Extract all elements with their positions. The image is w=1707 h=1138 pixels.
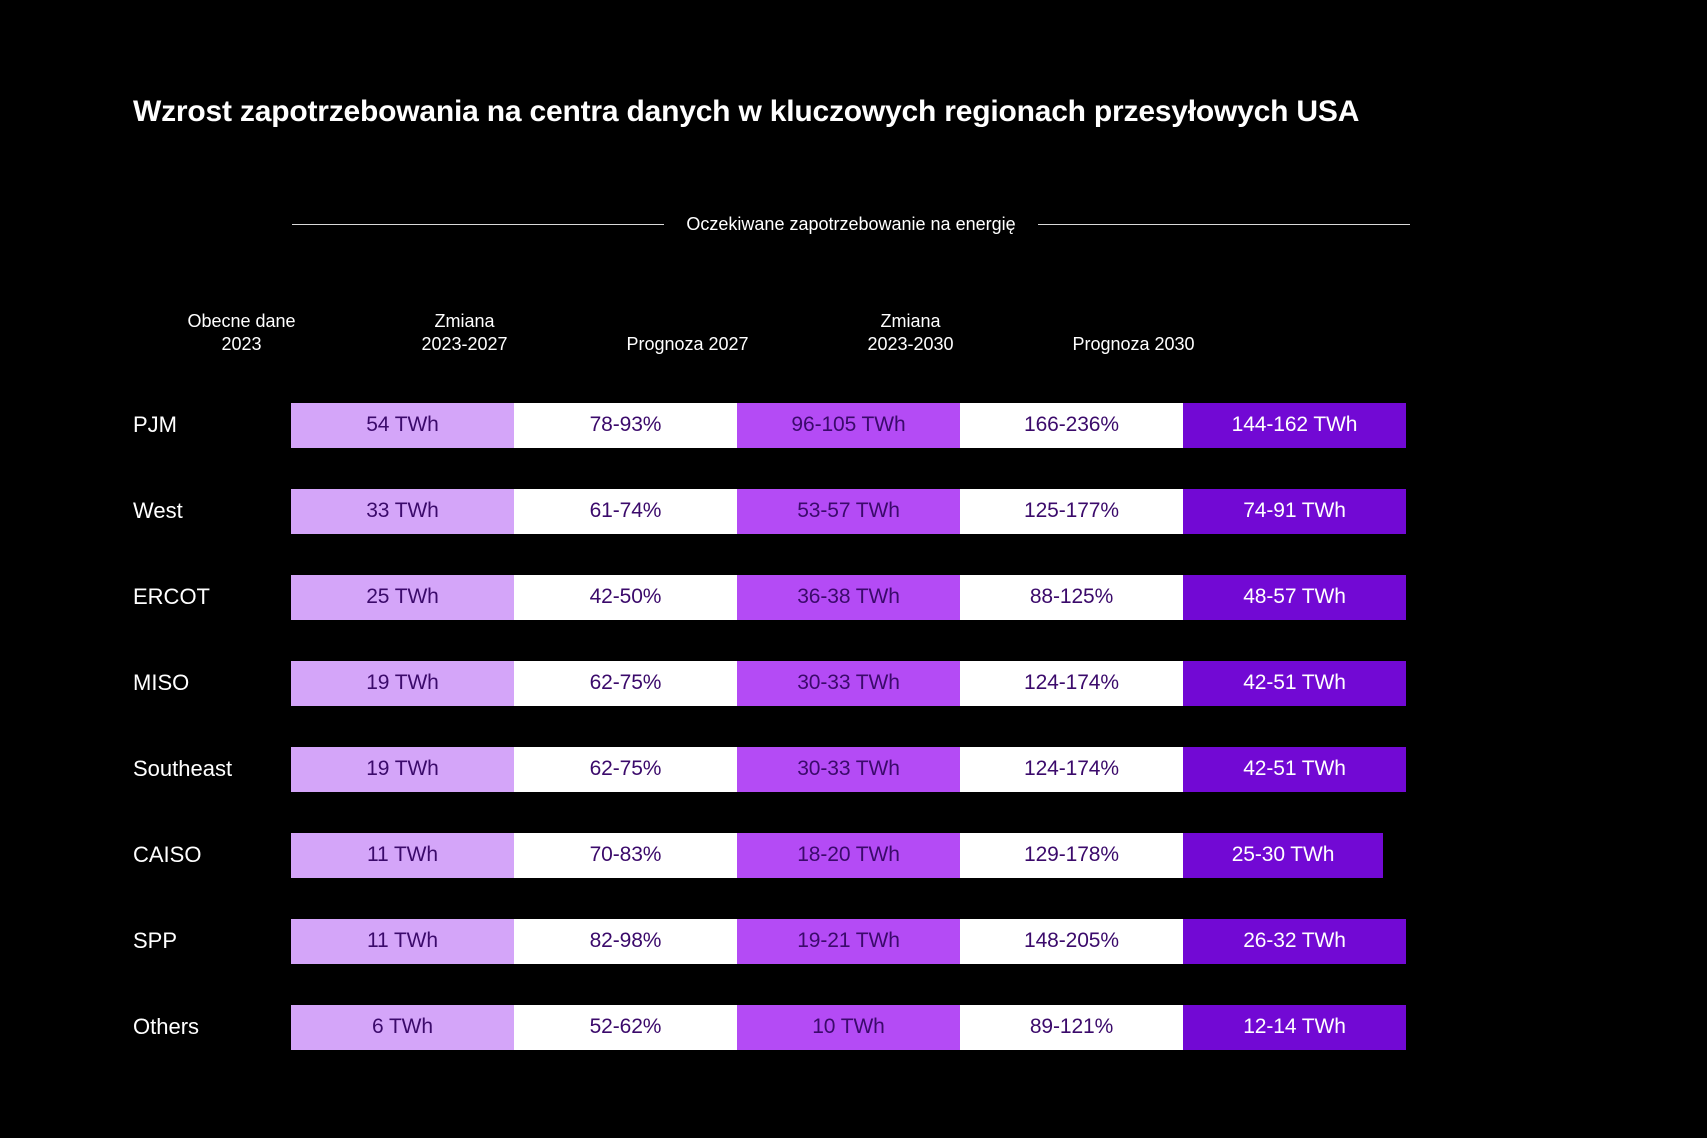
cell-change-2027: 42-50% [514,574,737,620]
table-row: West 33 TWh 61-74% 53-57 TWh 125-177% 74… [0,468,1707,554]
table-row: MISO 19 TWh 62-75% 30-33 TWh 124-174% 42… [0,640,1707,726]
cell-forecast-2027: 10 TWh [737,1004,960,1050]
table-row: CAISO 11 TWh 70-83% 18-20 TWh 129-178% 2… [0,812,1707,898]
cell-change-2030: 166-236% [960,402,1183,448]
cell-current-2023: 54 TWh [291,402,514,448]
cell-current-2023: 33 TWh [291,488,514,534]
cell-current-2023: 6 TWh [291,1004,514,1050]
table-row: PJM 54 TWh 78-93% 96-105 TWh 166-236% 14… [0,382,1707,468]
cell-forecast-2030: 42-51 TWh [1183,660,1406,706]
row-label-spp: SPP [133,928,178,953]
cell-change-2027: 70-83% [514,832,737,878]
table-body: PJM 54 TWh 78-93% 96-105 TWh 166-236% 14… [0,382,1707,1070]
cell-forecast-2030: 25-30 TWh [1183,832,1383,878]
cell-forecast-2030: 42-51 TWh [1183,746,1406,792]
chart-title: Wzrost zapotrzebowania na centra danych … [133,95,1360,128]
column-header-line1: Obecne dane [187,310,296,331]
cell-current-2023: 19 TWh [291,746,514,792]
cell-change-2030: 148-205% [960,918,1183,964]
column-header-line1: Prognoza 2030 [1072,333,1195,354]
cell-change-2027: 82-98% [514,918,737,964]
cell-forecast-2030: 48-57 TWh [1183,574,1406,620]
cell-forecast-2027: 53-57 TWh [737,488,960,534]
column-header-current-2023: Obecne dane 2023 [130,310,353,358]
column-header-forecast-2030: Prognoza 2030 [1022,333,1245,358]
cell-change-2030: 89-121% [960,1004,1183,1050]
cell-current-2023: 25 TWh [291,574,514,620]
column-header-line2: 2023-2030 [867,333,954,354]
row-label-others: Others [133,1014,200,1039]
cell-change-2027: 62-75% [514,660,737,706]
table-row: Southeast 19 TWh 62-75% 30-33 TWh 124-17… [0,726,1707,812]
cell-change-2027: 62-75% [514,746,737,792]
row-label-southeast: Southeast [133,756,233,781]
cell-change-2027: 78-93% [514,402,737,448]
column-header-forecast-2027: Prognoza 2027 [576,333,799,358]
cell-change-2027: 61-74% [514,488,737,534]
row-label-caiso: CAISO [133,842,202,867]
cell-current-2023: 11 TWh [291,918,514,964]
cell-forecast-2027: 96-105 TWh [737,402,960,448]
rule-right [1037,224,1411,225]
column-header-line1: Zmiana [434,310,495,331]
column-header-line1: Zmiana [880,310,941,331]
cell-change-2030: 125-177% [960,488,1183,534]
cell-forecast-2027: 36-38 TWh [737,574,960,620]
table-row: Others 6 TWh 52-62% 10 TWh 89-121% 12-14… [0,984,1707,1070]
rule-left [292,224,665,225]
column-header-line1: Prognoza 2027 [626,333,749,354]
cell-change-2030: 88-125% [960,574,1183,620]
column-header-line2: 2023 [221,333,262,354]
cell-current-2023: 19 TWh [291,660,514,706]
column-header-change-2027: Zmiana 2023-2027 [353,310,576,358]
column-header-line2: 2023-2027 [421,333,508,354]
section-header: Oczekiwane zapotrzebowanie na energię [292,214,1411,235]
row-label-ercot: ERCOT [133,584,210,609]
cell-forecast-2027: 30-33 TWh [737,746,960,792]
cell-forecast-2030: 26-32 TWh [1183,918,1406,964]
row-label-pjm: PJM [133,412,177,437]
cell-forecast-2027: 19-21 TWh [737,918,960,964]
cell-change-2030: 124-174% [960,660,1183,706]
cell-change-2027: 52-62% [514,1004,737,1050]
table-row: ERCOT 25 TWh 42-50% 36-38 TWh 88-125% 48… [0,554,1707,640]
cell-forecast-2027: 18-20 TWh [737,832,960,878]
cell-forecast-2030: 144-162 TWh [1183,402,1406,448]
row-label-miso: MISO [133,670,190,695]
cell-forecast-2030: 74-91 TWh [1183,488,1406,534]
cell-change-2030: 124-174% [960,746,1183,792]
section-header-label: Oczekiwane zapotrzebowanie na energię [686,214,1016,234]
table-row: SPP 11 TWh 82-98% 19-21 TWh 148-205% 26-… [0,898,1707,984]
column-header-change-2030: Zmiana 2023-2030 [799,310,1022,358]
row-label-west: West [133,498,183,523]
cell-current-2023: 11 TWh [291,832,514,878]
cell-forecast-2030: 12-14 TWh [1183,1004,1406,1050]
cell-forecast-2027: 30-33 TWh [737,660,960,706]
column-headers: Obecne dane 2023 Zmiana 2023-2027 Progno… [0,288,1707,358]
cell-change-2030: 129-178% [960,832,1183,878]
